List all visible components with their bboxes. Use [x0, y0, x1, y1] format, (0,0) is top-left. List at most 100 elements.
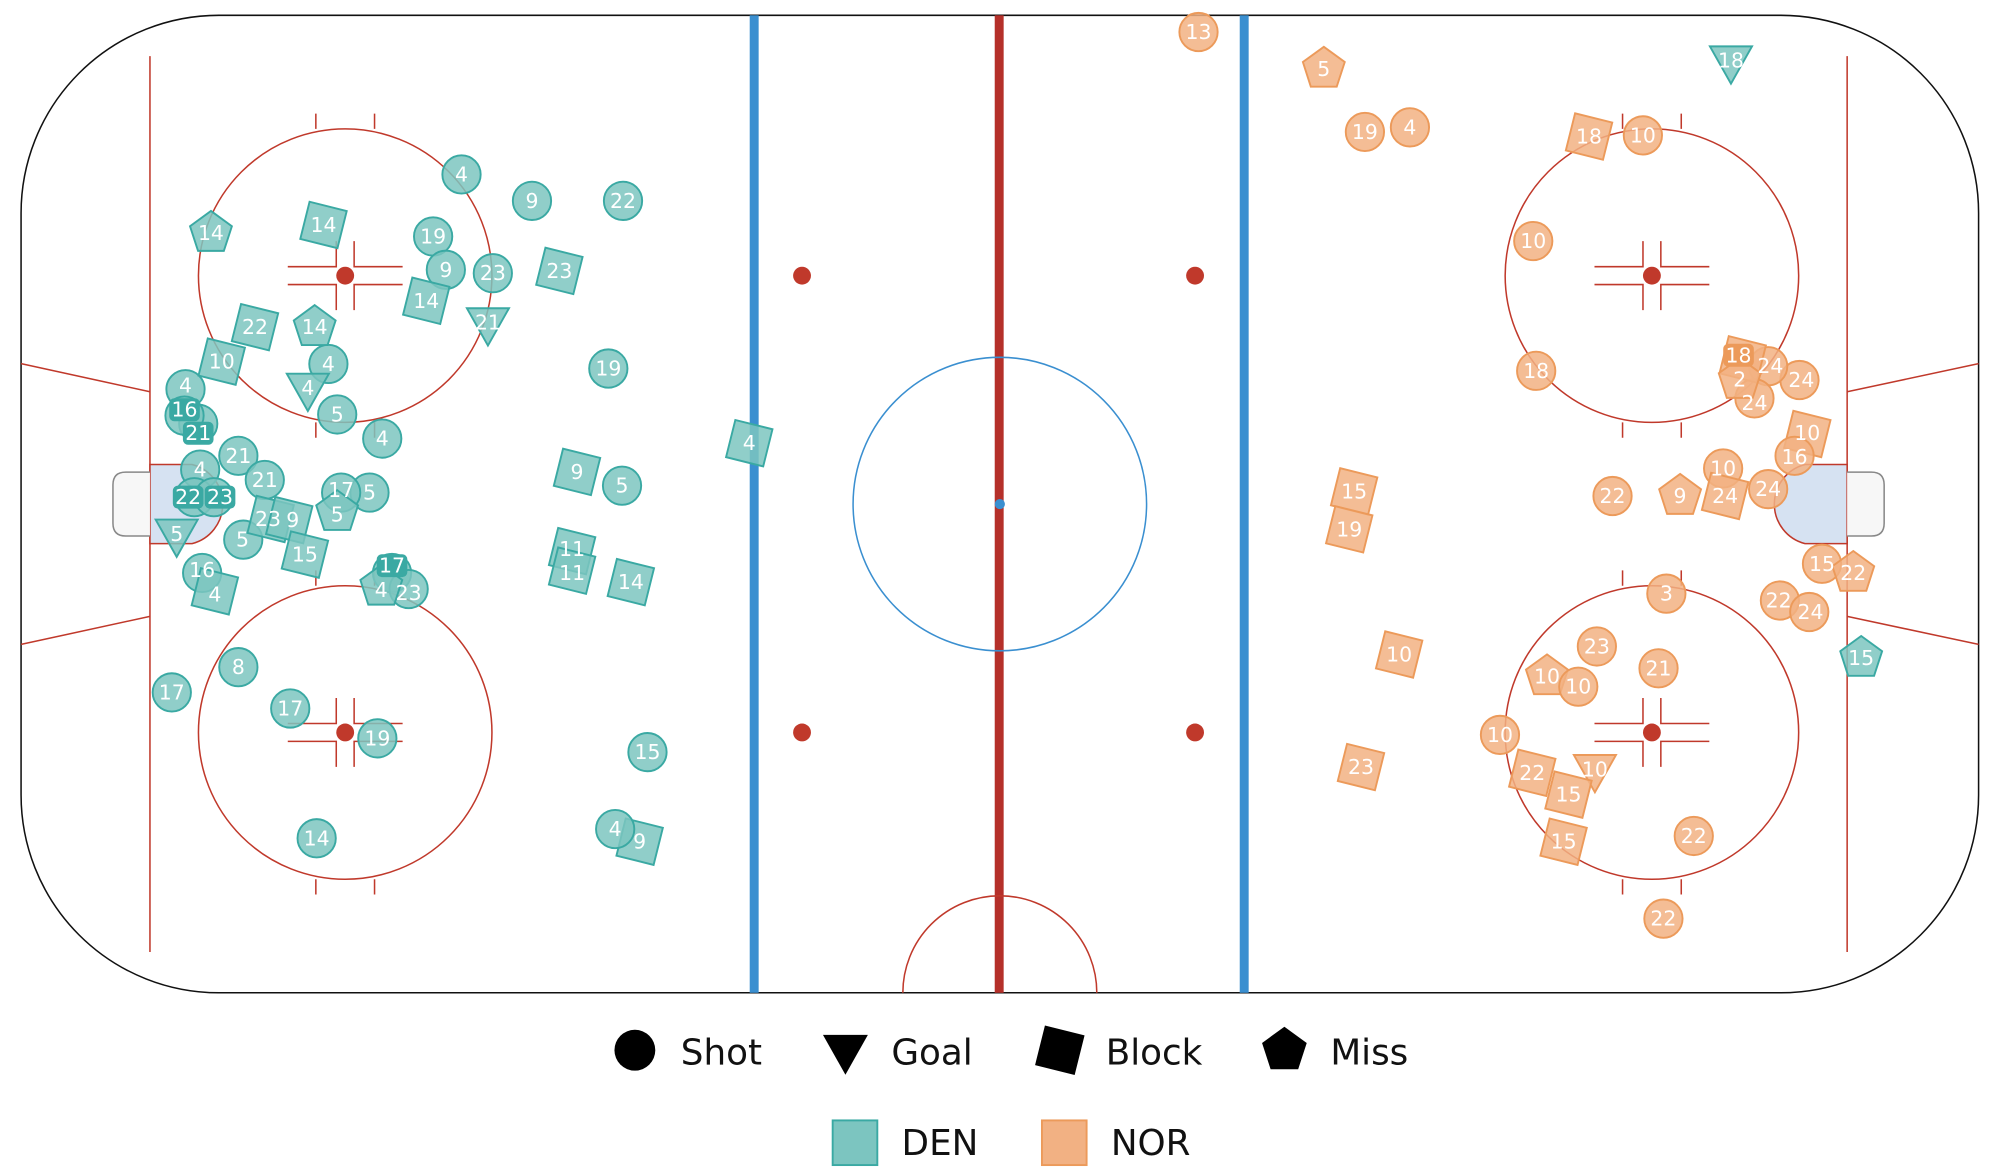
nor-block-marker[interactable] — [1564, 112, 1614, 161]
faceoff-dot — [1642, 266, 1661, 285]
goal-shape-icon — [822, 1034, 868, 1075]
den-shot-marker[interactable] — [595, 808, 636, 850]
nor-shot-marker[interactable] — [1748, 469, 1789, 510]
legend-item-shot: Shot — [614, 1029, 762, 1073]
den-shot-marker[interactable] — [317, 394, 358, 435]
center-dot — [994, 498, 1005, 510]
den-block-marker[interactable] — [724, 418, 774, 468]
den-block-marker[interactable] — [606, 557, 656, 607]
legend: Shot Goal Block Miss DEN NOR — [614, 1025, 1408, 1167]
den-block-marker[interactable] — [197, 337, 247, 387]
nor-block-marker[interactable] — [1539, 817, 1588, 867]
nor-shot-marker[interactable] — [1558, 666, 1599, 707]
nor-shot-marker[interactable] — [1576, 626, 1617, 667]
shot-shape-icon — [614, 1029, 656, 1071]
den-block-marker[interactable] — [230, 302, 280, 352]
neutral-zone-dot — [793, 266, 811, 285]
den-shot-marker[interactable] — [602, 180, 644, 221]
legend-label: Shot — [681, 1032, 762, 1073]
nor-miss-marker[interactable] — [1301, 45, 1346, 88]
den-miss-marker[interactable] — [188, 209, 234, 252]
referee-crease — [902, 895, 1098, 993]
den-block-marker[interactable] — [264, 495, 314, 545]
den-shot-marker[interactable] — [627, 732, 668, 773]
den-goal-marker[interactable] — [1708, 45, 1754, 86]
den-shot-marker[interactable] — [218, 435, 259, 476]
faceoff-dot — [1642, 723, 1661, 742]
center-circle — [852, 356, 1148, 652]
den-goal-marker[interactable] — [285, 372, 331, 413]
nor-shot-marker[interactable] — [1178, 11, 1219, 53]
nor-block-marker[interactable] — [1700, 471, 1750, 521]
team-color-swatch — [831, 1119, 879, 1167]
legend-item-goal: Goal — [822, 1032, 973, 1075]
den-shot-marker[interactable] — [244, 459, 285, 501]
den-shot-marker[interactable] — [357, 718, 398, 759]
faceoff-dot — [336, 723, 355, 742]
nor-miss-marker[interactable] — [1717, 356, 1762, 399]
nor-block-marker[interactable] — [1507, 748, 1557, 798]
nor-shot-marker[interactable] — [1638, 648, 1679, 689]
den-block-marker[interactable] — [299, 200, 348, 250]
nor-shot-marker[interactable] — [1673, 815, 1714, 857]
den-shot-marker[interactable] — [472, 253, 513, 294]
player-number-tag: 23 — [204, 485, 236, 509]
den-block-marker[interactable] — [547, 546, 597, 596]
den-shot-marker[interactable] — [601, 465, 643, 506]
den-shot-marker[interactable] — [270, 688, 311, 729]
nor-shot-marker[interactable] — [1344, 111, 1386, 153]
player-number-tag: 18 — [1723, 343, 1754, 367]
den-shot-marker[interactable] — [511, 180, 553, 221]
den-shot-marker[interactable] — [296, 818, 337, 859]
label-backing — [169, 398, 200, 422]
den-block-marker[interactable] — [552, 447, 602, 497]
nor-shot-marker[interactable] — [1516, 350, 1557, 391]
legend-team-den: DEN — [831, 1119, 979, 1167]
player-number-tag: 21 — [182, 421, 214, 445]
nor-shot-marker[interactable] — [1479, 714, 1521, 755]
nor-miss-marker[interactable] — [1658, 472, 1703, 515]
nor-block-marker[interactable] — [1544, 770, 1593, 819]
nor-block-marker[interactable] — [1336, 742, 1386, 792]
legend-item-block: Block — [1035, 1025, 1203, 1075]
den-miss-marker[interactable] — [315, 488, 360, 531]
nor-shot-marker[interactable] — [1622, 115, 1663, 156]
den-block-marker[interactable] — [535, 246, 584, 296]
label-backing — [204, 485, 236, 509]
faceoff-circle — [197, 570, 493, 895]
team-color-swatch — [1040, 1119, 1088, 1167]
nor-shot-marker[interactable] — [1789, 591, 1830, 633]
den-shot-marker[interactable] — [441, 154, 482, 195]
legend-label: Miss — [1330, 1032, 1408, 1073]
den-block-marker[interactable] — [401, 276, 451, 326]
den-shot-marker[interactable] — [362, 418, 403, 459]
den-block-marker[interactable] — [280, 530, 330, 579]
nor-miss-marker[interactable] — [1524, 653, 1570, 696]
legend-label: DEN — [902, 1123, 979, 1164]
nor-shot-marker[interactable] — [1646, 573, 1687, 614]
miss-shape-icon — [1262, 1026, 1307, 1070]
den-miss-marker[interactable] — [292, 303, 337, 347]
den-shot-marker[interactable] — [588, 348, 629, 389]
nor-block-marker[interactable] — [1324, 504, 1374, 554]
den-miss-marker[interactable] — [1839, 634, 1884, 677]
nor-shot-marker[interactable] — [1643, 898, 1684, 939]
den-goal-marker[interactable] — [465, 307, 511, 348]
player-number-tag: 17 — [376, 554, 408, 578]
nor-shot-marker[interactable] — [1592, 475, 1633, 517]
den-shot-marker[interactable] — [218, 647, 259, 688]
nor-block-marker[interactable] — [1374, 630, 1424, 679]
legend-team-nor: NOR — [1040, 1119, 1191, 1167]
label-backing — [172, 485, 204, 509]
nor-miss-marker[interactable] — [1831, 549, 1876, 592]
nor-goal-marker[interactable] — [1572, 754, 1618, 795]
nor-shot-marker[interactable] — [1774, 435, 1815, 476]
goal-crease-right — [1773, 463, 1885, 545]
den-block-marker[interactable] — [190, 566, 240, 616]
nor-shot-marker[interactable] — [1513, 220, 1554, 262]
neutral-zone-dot — [1186, 266, 1205, 285]
den-shot-marker[interactable] — [151, 672, 192, 713]
nor-shot-marker[interactable] — [1389, 107, 1431, 148]
den-goal-marker[interactable] — [153, 518, 200, 559]
